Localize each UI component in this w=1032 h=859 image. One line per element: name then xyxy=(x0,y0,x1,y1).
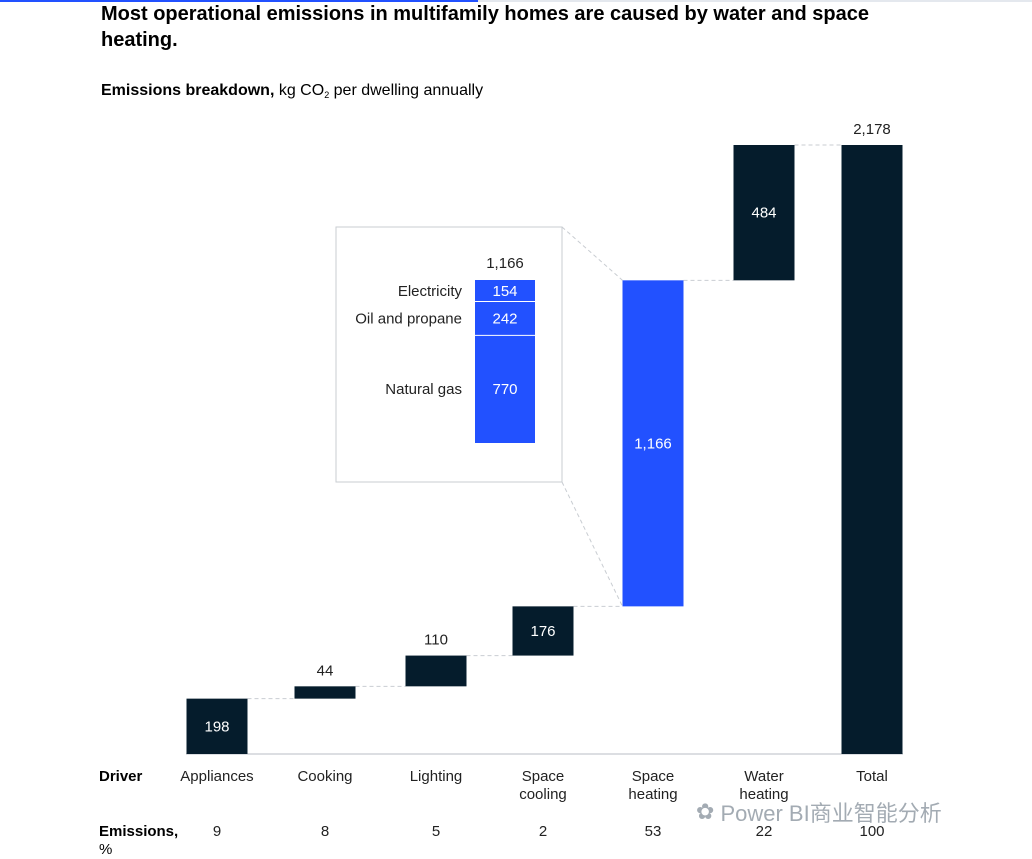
subtitle-bold: Emissions breakdown, xyxy=(101,82,275,99)
watermark: ✿ Power BI商业智能分析 xyxy=(696,796,942,828)
inset-value-electricity: 154 xyxy=(492,283,517,300)
category-label-space-heating: Space heating xyxy=(628,768,678,803)
bar-total xyxy=(841,145,903,754)
percent-label-space-heating: 53 xyxy=(644,823,662,840)
inset-bar-electricity xyxy=(475,280,535,302)
subtitle-unit: kg CO xyxy=(274,82,325,99)
percent-label-cooking: 8 xyxy=(320,823,330,840)
percent-label-water-heating: 22 xyxy=(755,823,773,840)
percent-label-appliances: 9 xyxy=(212,823,222,840)
bar-water-heating xyxy=(733,145,795,281)
category-label-total: Total xyxy=(856,768,888,785)
inset-total-label: 1,166 xyxy=(486,255,524,272)
driver-row-label: Driver xyxy=(99,768,143,785)
bar-space-cooling xyxy=(512,606,574,656)
category-label-cooking: Cooking xyxy=(297,768,353,785)
bar-lighting xyxy=(405,655,467,687)
bar-appliances xyxy=(186,698,248,754)
value-label-cooking: 44 xyxy=(317,662,334,679)
percent-label-space-cooling: 2 xyxy=(538,823,548,840)
percent-label-total: 100 xyxy=(859,823,885,840)
category-label-water-heating: Water heating xyxy=(739,768,789,803)
inset-value-natural-gas: 770 xyxy=(492,381,517,398)
category-label-appliances: Appliances xyxy=(180,768,254,785)
percent-label-lighting: 5 xyxy=(431,823,441,840)
inset-bar-natural-gas xyxy=(475,335,535,443)
inset-connector-top xyxy=(561,226,623,281)
category-label-lighting: Lighting xyxy=(409,768,463,785)
watermark-text: Power BI商业智能分析 xyxy=(720,801,942,826)
wechat-icon: ✿ xyxy=(696,799,715,824)
bar-space-heating xyxy=(622,280,684,607)
inset-label-electricity: Electricity xyxy=(398,283,463,300)
value-label-space-heating: 1,166 xyxy=(634,435,672,452)
top-rule-accent xyxy=(0,0,478,2)
emissions-label: Emissions, xyxy=(99,823,179,840)
subtitle-rest: per dwelling annually xyxy=(329,82,484,99)
value-label-appliances: 198 xyxy=(204,718,229,735)
chart-subtitle: Emissions breakdown, kg CO2 per dwelling… xyxy=(101,82,483,100)
inset-label-oil-and-propane: Oil and propane xyxy=(355,310,462,327)
subtitle-subscript: 2 xyxy=(324,90,330,100)
inset-connector-bottom xyxy=(561,481,623,607)
inset-value-oil-and-propane: 242 xyxy=(492,310,517,327)
inset-bar-oil-and-propane xyxy=(475,301,535,336)
bar-cooking xyxy=(294,686,356,699)
top-rule xyxy=(0,0,1032,2)
value-label-water-heating: 484 xyxy=(751,205,776,222)
value-label-lighting: 110 xyxy=(424,632,448,649)
emissions-unit: % xyxy=(99,841,113,858)
inset-label-natural-gas: Natural gas xyxy=(385,381,462,398)
category-label-space-cooling: Space cooling xyxy=(519,768,567,803)
chart-title: Most operational emissions in multifamil… xyxy=(101,3,870,51)
emissions-row-label: Emissions,% xyxy=(99,823,178,859)
value-label-total: 2,178 xyxy=(853,121,891,138)
value-label-space-cooling: 176 xyxy=(530,623,555,640)
